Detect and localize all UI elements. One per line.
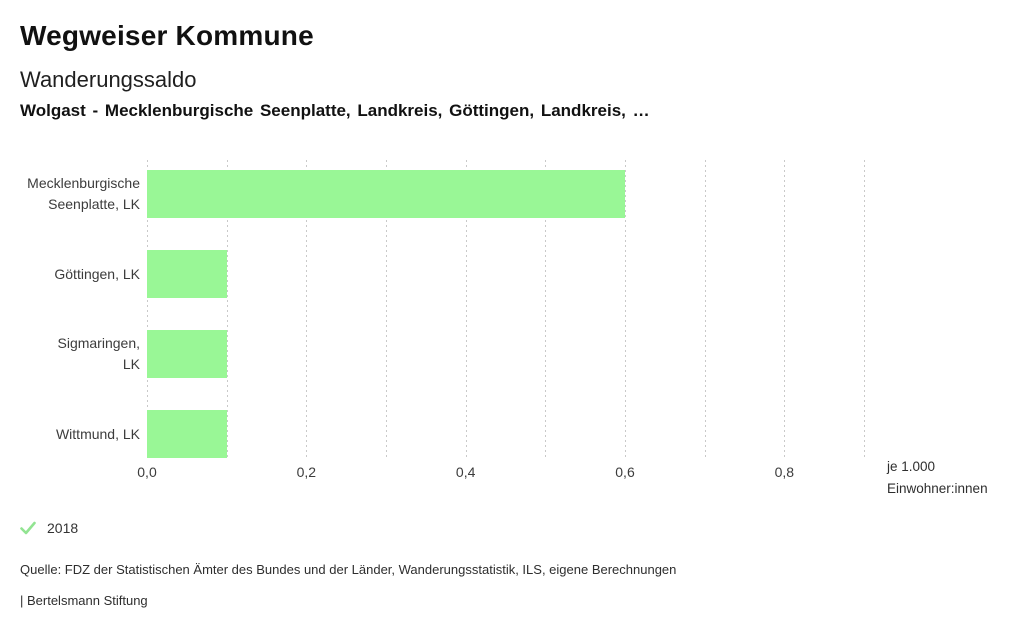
indicator-title: Wanderungssaldo [20,67,197,92]
category-label: Mecklenburgische Seenplatte, LK [27,175,140,212]
bar-Göttingen, LK[interactable] [147,250,227,298]
gridline [545,160,547,460]
check-icon [20,521,36,535]
gridline [465,160,467,460]
category-label: Göttingen, LK [54,265,140,282]
branding-text: | Bertelsmann Stiftung [20,593,148,608]
x-tick-label: 0,8 [774,464,795,480]
x-axis-unit-label: je 1.000 Einwohner:innen [887,456,988,499]
gridline [386,160,387,460]
category-label: Sigmaringen, LK [57,335,141,372]
region-selection-subtitle: Wolgast - Mecklenburgische Seenplatte, L… [20,101,650,120]
bar-Wittmund, LK[interactable] [147,410,227,458]
gridline [306,160,308,460]
gridline [625,160,626,460]
gridline [704,160,706,460]
x-tick-label: 0,2 [296,464,317,480]
gridline [147,160,148,460]
bar-Sigmaringen, LK[interactable] [147,330,227,378]
category-label: Wittmund, LK [55,425,140,442]
gridline [784,160,786,460]
x-tick-label: 0,0 [137,464,157,480]
x-axis-unit-line2: Einwohner:innen [887,480,988,496]
gridline [226,160,228,460]
legend-year-toggle[interactable]: 2018 [20,520,78,536]
x-axis-unit-line1: je 1.000 [887,459,936,474]
x-tick-label: 0,6 [615,464,635,480]
gridline [864,160,865,460]
source-text: Quelle: FDZ der Statistischen Ämter des … [20,562,677,577]
legend-year-label: 2018 [47,520,79,536]
page-title: Wegweiser Kommune [20,20,314,51]
x-tick-label: 0,4 [455,464,476,480]
bar-Mecklenburgische Seenplatte, LK[interactable] [147,170,625,218]
